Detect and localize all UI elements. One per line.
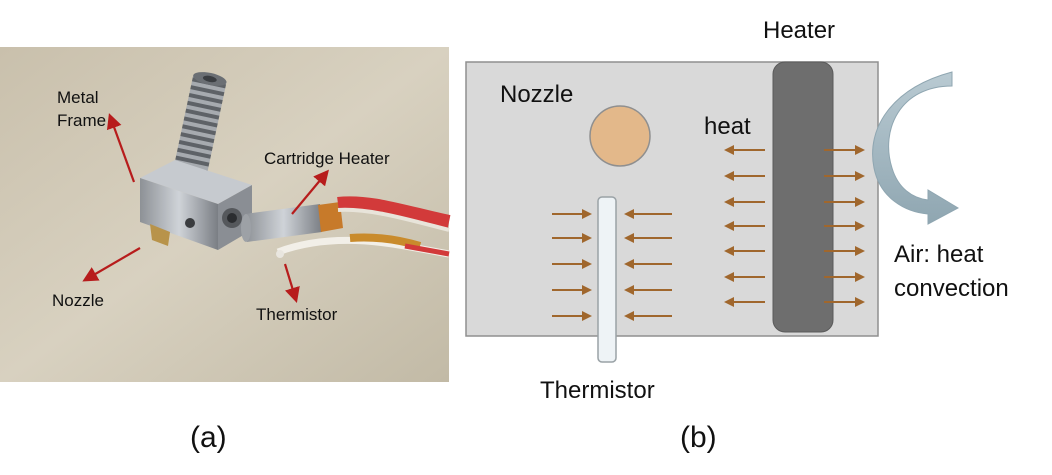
photo-panel: Metal Frame Cartridge Heater Nozzle Ther… — [0, 47, 451, 382]
heat-flow-arrows — [552, 145, 865, 321]
schematic-panel: Heater Nozzle heat Thermistor Air: heat … — [465, 17, 1009, 404]
thermistor-right-arrow — [624, 209, 672, 219]
heater-left-arrow — [724, 297, 765, 307]
heater-right-arrow — [824, 297, 865, 307]
heater-left-arrow — [724, 197, 765, 207]
thermistor-probe — [597, 196, 617, 363]
cartridge-heater-arrow — [291, 169, 329, 215]
metal-block — [140, 160, 252, 250]
metal-frame-arrow — [106, 113, 136, 183]
nozzle-arrow — [82, 247, 141, 282]
heater-left-arrow — [724, 272, 765, 282]
heater-left-arrow — [724, 171, 765, 181]
photo-cartridge-heater — [241, 196, 451, 242]
heater-right-arrow — [824, 197, 865, 207]
heater-left-arrow — [724, 221, 765, 231]
thermistor-right-arrow — [624, 259, 672, 269]
heater-right-arrow — [824, 145, 865, 155]
annotation-arrows — [82, 113, 329, 303]
heat-label: heat — [704, 113, 751, 140]
heater-right-arrow — [824, 221, 865, 231]
thermistor-label: Thermistor — [540, 377, 655, 404]
thermistor-left-arrow — [552, 311, 592, 321]
metal-frame-label-line1: Metal — [57, 88, 99, 107]
thermistor-left-arrow — [552, 209, 592, 219]
heater-left-arrow — [724, 246, 765, 256]
photo-nozzle-label: Nozzle — [52, 291, 104, 310]
heater-left-arrow — [724, 145, 765, 155]
heater-right-arrow — [824, 171, 865, 181]
heater-right-arrow — [824, 272, 865, 282]
photo-nozzle — [150, 224, 170, 246]
thermistor-right-arrow — [624, 285, 672, 295]
heater-label: Heater — [763, 17, 835, 44]
metal-frame-label-line2: Frame — [57, 111, 106, 130]
photo-thermistor-label: Thermistor — [256, 305, 338, 324]
heater-rod — [772, 61, 834, 333]
photo-thermistor-wires — [276, 233, 450, 258]
thermistor-right-arrow — [624, 233, 672, 243]
thermistor-left-arrow — [552, 285, 592, 295]
heater-right-arrow — [824, 246, 865, 256]
thermistor-left-arrow — [552, 259, 592, 269]
caption-b: (b) — [680, 421, 717, 454]
air-convection-label-line2: convection — [894, 275, 1009, 302]
thermistor-left-arrow — [552, 233, 592, 243]
nozzle-circle — [589, 105, 651, 167]
nozzle-label: Nozzle — [500, 81, 573, 108]
thermistor-right-arrow — [624, 311, 672, 321]
cartridge-heater-label: Cartridge Heater — [264, 149, 390, 168]
thermistor-arrow — [283, 263, 300, 303]
convection-arrow — [872, 71, 960, 225]
air-convection-label-line1: Air: heat — [894, 241, 984, 268]
threaded-bolt — [169, 72, 227, 193]
caption-a: (a) — [190, 421, 227, 454]
